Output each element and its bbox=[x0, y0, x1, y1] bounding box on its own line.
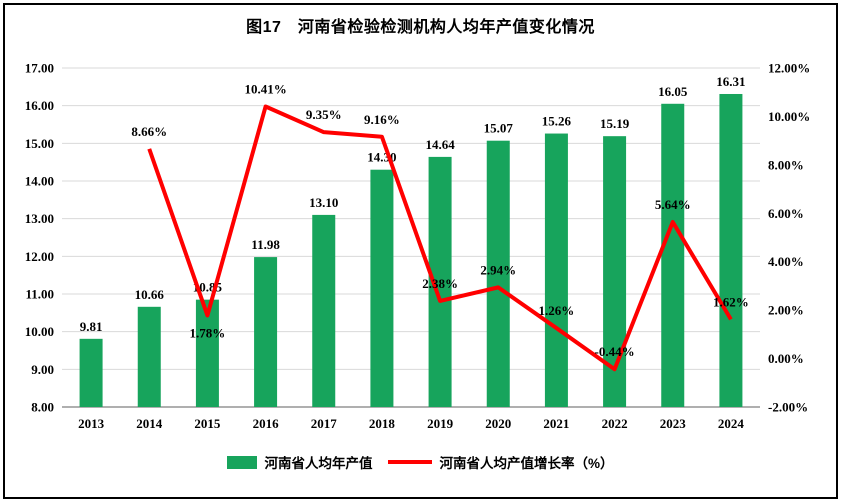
bar-value-label: 16.05 bbox=[658, 84, 688, 99]
right-axis-tick: 4.00% bbox=[768, 254, 804, 269]
right-axis-tick: 0.00% bbox=[768, 351, 804, 366]
line-value-label: 9.16% bbox=[364, 112, 400, 127]
left-axis-tick: 17.00 bbox=[25, 61, 54, 76]
x-axis-label: 2015 bbox=[194, 416, 221, 431]
bar bbox=[370, 169, 394, 407]
right-axis-tick: 10.00% bbox=[768, 109, 810, 124]
x-axis-label: 2022 bbox=[602, 416, 628, 431]
bar bbox=[544, 133, 568, 407]
left-axis-tick: 8.00 bbox=[31, 400, 54, 415]
bar bbox=[195, 299, 219, 407]
line-value-label: 1.78% bbox=[190, 325, 226, 340]
bar bbox=[661, 103, 685, 408]
left-axis-tick: 11.00 bbox=[25, 287, 54, 302]
legend: 河南省人均年产值 河南省人均产值增长率（%） bbox=[0, 452, 841, 472]
line-value-label: 2.38% bbox=[422, 276, 458, 291]
x-axis-label: 2019 bbox=[427, 416, 454, 431]
line-value-label: 1.62% bbox=[713, 294, 749, 309]
line-value-label: 2.94% bbox=[480, 262, 516, 277]
x-axis-label: 2016 bbox=[253, 416, 280, 431]
chart-title: 图17 河南省检验检测机构人均年产值变化情况 bbox=[246, 19, 595, 36]
left-axis-tick: 12.00 bbox=[25, 249, 54, 264]
bar bbox=[254, 257, 278, 407]
x-axis-label: 2014 bbox=[136, 416, 163, 431]
line-value-label: 9.35% bbox=[306, 107, 342, 122]
legend-bar-label: 河南省人均年产值 bbox=[264, 456, 373, 471]
bar-value-label: 14.64 bbox=[425, 137, 455, 152]
left-axis-tick: 15.00 bbox=[25, 136, 54, 151]
bar bbox=[312, 214, 336, 407]
bar bbox=[428, 156, 452, 407]
x-axis-label: 2020 bbox=[485, 416, 511, 431]
line-value-label: 10.41% bbox=[244, 82, 286, 97]
bar bbox=[79, 338, 103, 407]
x-axis-label: 2013 bbox=[78, 416, 105, 431]
line-value-label: -0.44% bbox=[595, 344, 635, 359]
bar-value-label: 15.19 bbox=[600, 116, 630, 131]
x-axis-label: 2017 bbox=[311, 416, 338, 431]
right-axis-tick: 2.00% bbox=[768, 303, 804, 318]
bar bbox=[719, 93, 743, 408]
left-axis-tick: 13.00 bbox=[25, 211, 54, 226]
left-axis-tick: 10.00 bbox=[25, 324, 54, 339]
line-value-label: 5.64% bbox=[655, 197, 691, 212]
legend-item-bar: 河南省人均年产值 bbox=[227, 452, 372, 472]
bar bbox=[486, 140, 510, 407]
bar-value-label: 16.31 bbox=[716, 74, 745, 89]
legend-line-label: 河南省人均产值增长率（%） bbox=[439, 456, 614, 471]
chart-canvas: 8.00 9.00 10.00 11.00 12.00 13.00 14.00 15.00 16… bbox=[25, 61, 811, 432]
line-series-swatch bbox=[388, 460, 433, 464]
bar-value-label: 15.07 bbox=[484, 121, 514, 136]
x-axis-label: 2024 bbox=[718, 416, 745, 431]
bar-series-swatch bbox=[227, 455, 258, 469]
bar-value-label: 11.98 bbox=[251, 237, 280, 252]
bar-value-label: 15.26 bbox=[542, 114, 572, 129]
growth-rate-line bbox=[147, 104, 733, 372]
bar-value-label: 13.10 bbox=[309, 195, 338, 210]
right-axis-tick: -2.00% bbox=[768, 400, 808, 415]
bar bbox=[603, 136, 627, 407]
bar-value-label: 9.81 bbox=[80, 319, 103, 334]
line-value-label: 8.66% bbox=[131, 124, 167, 139]
bar bbox=[137, 306, 161, 407]
x-axis-label: 2021 bbox=[543, 416, 569, 431]
right-axis-tick: 12.00% bbox=[768, 61, 810, 76]
line-value-label: 1.26% bbox=[539, 303, 575, 318]
right-axis-tick: 8.00% bbox=[768, 157, 804, 172]
left-axis-tick: 14.00 bbox=[25, 174, 54, 189]
legend-item-line: 河南省人均产值增长率（%） bbox=[388, 452, 614, 472]
left-axis-tick: 16.00 bbox=[25, 98, 54, 113]
x-axis-label: 2018 bbox=[369, 416, 396, 431]
left-axis-tick: 9.00 bbox=[31, 362, 54, 377]
right-axis-tick: 6.00% bbox=[768, 206, 804, 221]
x-axis-label: 2023 bbox=[660, 416, 687, 431]
bar-value-label: 10.66 bbox=[135, 287, 165, 302]
